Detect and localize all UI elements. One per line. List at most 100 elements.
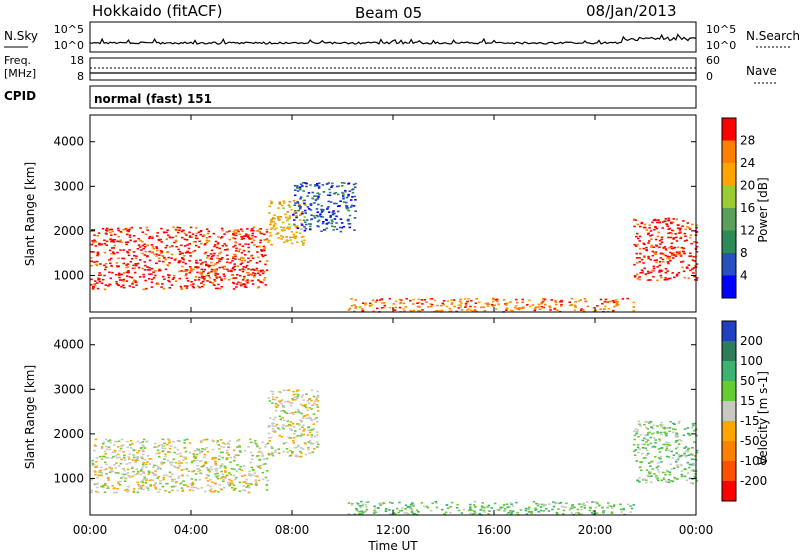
heatmap-cell [294, 202, 297, 204]
heatmap-cell [694, 264, 697, 267]
heatmap-cell [125, 228, 129, 230]
heatmap-cell [154, 482, 157, 484]
heatmap-cell [280, 235, 283, 237]
heatmap-cell [181, 257, 184, 259]
heatmap-cell [689, 234, 693, 236]
x-tick-label: 04:00 [174, 523, 209, 537]
heatmap-cell [692, 464, 696, 467]
heatmap-cell [250, 268, 253, 271]
heatmap-cell [107, 285, 110, 287]
heatmap-cell [133, 254, 136, 257]
heatmap-cell [114, 449, 117, 452]
heatmap-cell [333, 226, 337, 228]
heatmap-cell [636, 277, 639, 280]
heatmap-cell [522, 307, 525, 309]
heatmap-cell [273, 429, 277, 432]
heatmap-cell [235, 283, 239, 285]
heatmap-cell [138, 259, 142, 261]
heatmap-cell [207, 469, 210, 471]
heatmap-cell [232, 246, 235, 248]
heatmap-cell [277, 452, 281, 454]
heatmap-cell [153, 442, 157, 445]
heatmap-cell [635, 252, 638, 255]
heatmap-cell [189, 226, 193, 229]
heatmap-cell [670, 247, 674, 250]
heatmap-cell [305, 185, 308, 188]
heatmap-cell [243, 449, 247, 452]
heatmap-cell [542, 306, 545, 309]
heatmap-cell [509, 301, 512, 303]
heatmap-cell [423, 299, 427, 301]
heatmap-cell [303, 216, 307, 218]
heatmap-cell [289, 239, 292, 241]
heatmap-cell [381, 307, 384, 309]
heatmap-cell [214, 274, 217, 277]
heatmap-cell [184, 269, 188, 271]
heatmap-cell [288, 200, 291, 203]
heatmap-cell [298, 203, 301, 206]
heatmap-cell [273, 228, 277, 231]
heatmap-cell [197, 266, 200, 269]
heatmap-cell [446, 507, 450, 510]
heatmap-cell [184, 251, 188, 254]
heatmap-cell [237, 439, 240, 442]
heatmap-cell [161, 447, 164, 449]
heatmap-cell [226, 258, 229, 260]
heatmap-cell [117, 440, 121, 443]
heatmap-cell [183, 439, 186, 441]
heatmap-cell [121, 445, 124, 447]
heatmap-cell [183, 285, 187, 287]
heatmap-cell [468, 509, 471, 512]
heatmap-cell [326, 194, 330, 196]
heatmap-cell [513, 306, 517, 309]
heatmap-cell [660, 425, 663, 428]
heatmap-cell [185, 287, 189, 289]
heatmap-cell [138, 485, 141, 488]
heatmap-cell [120, 286, 123, 288]
heatmap-cell [148, 479, 152, 482]
heatmap-cell [216, 477, 220, 480]
heatmap-cell [251, 227, 254, 230]
heatmap-cell [166, 451, 170, 453]
heatmap-cell [214, 483, 218, 486]
heatmap-cell [242, 465, 246, 467]
heatmap-cell [358, 512, 362, 515]
heatmap-cell [330, 219, 334, 221]
heatmap-cell [645, 454, 649, 456]
heatmap-cell [259, 232, 262, 235]
heatmap-cell [678, 438, 681, 441]
heatmap-cell [162, 231, 166, 233]
heatmap-cell [577, 300, 581, 302]
heatmap-cell [612, 301, 616, 304]
heatmap-cell [682, 247, 686, 250]
heatmap-cell [635, 262, 639, 264]
heatmap-cell [201, 448, 204, 450]
heatmap-cell [271, 218, 274, 220]
heatmap-cell [173, 478, 177, 481]
heatmap-cell [161, 438, 165, 441]
heatmap-cell [301, 426, 304, 429]
heatmap-cell [278, 434, 281, 437]
heatmap-cell [213, 278, 216, 281]
heatmap-cell [247, 491, 251, 494]
heatmap-cell [178, 261, 181, 263]
heatmap-cell [679, 230, 682, 233]
heatmap-cell [100, 485, 103, 488]
cpid-value: normal (fast) 151 [94, 92, 212, 106]
heatmap-cell [132, 491, 136, 493]
heatmap-cell [126, 472, 130, 474]
heatmap-cell [145, 226, 149, 229]
heatmap-cell [232, 282, 236, 285]
heatmap-cell [186, 250, 189, 253]
heatmap-cell [310, 399, 313, 402]
heatmap-cell [492, 298, 495, 301]
heatmap-cell [194, 261, 198, 264]
heatmap-cell [127, 474, 130, 477]
heatmap-cell [630, 507, 634, 510]
heatmap-cell [321, 184, 325, 186]
heatmap-cell [613, 305, 616, 308]
heatmap-cell [210, 468, 214, 471]
heatmap-cell [155, 255, 158, 257]
heatmap-cell [524, 509, 528, 512]
heatmap-cell [251, 283, 255, 285]
